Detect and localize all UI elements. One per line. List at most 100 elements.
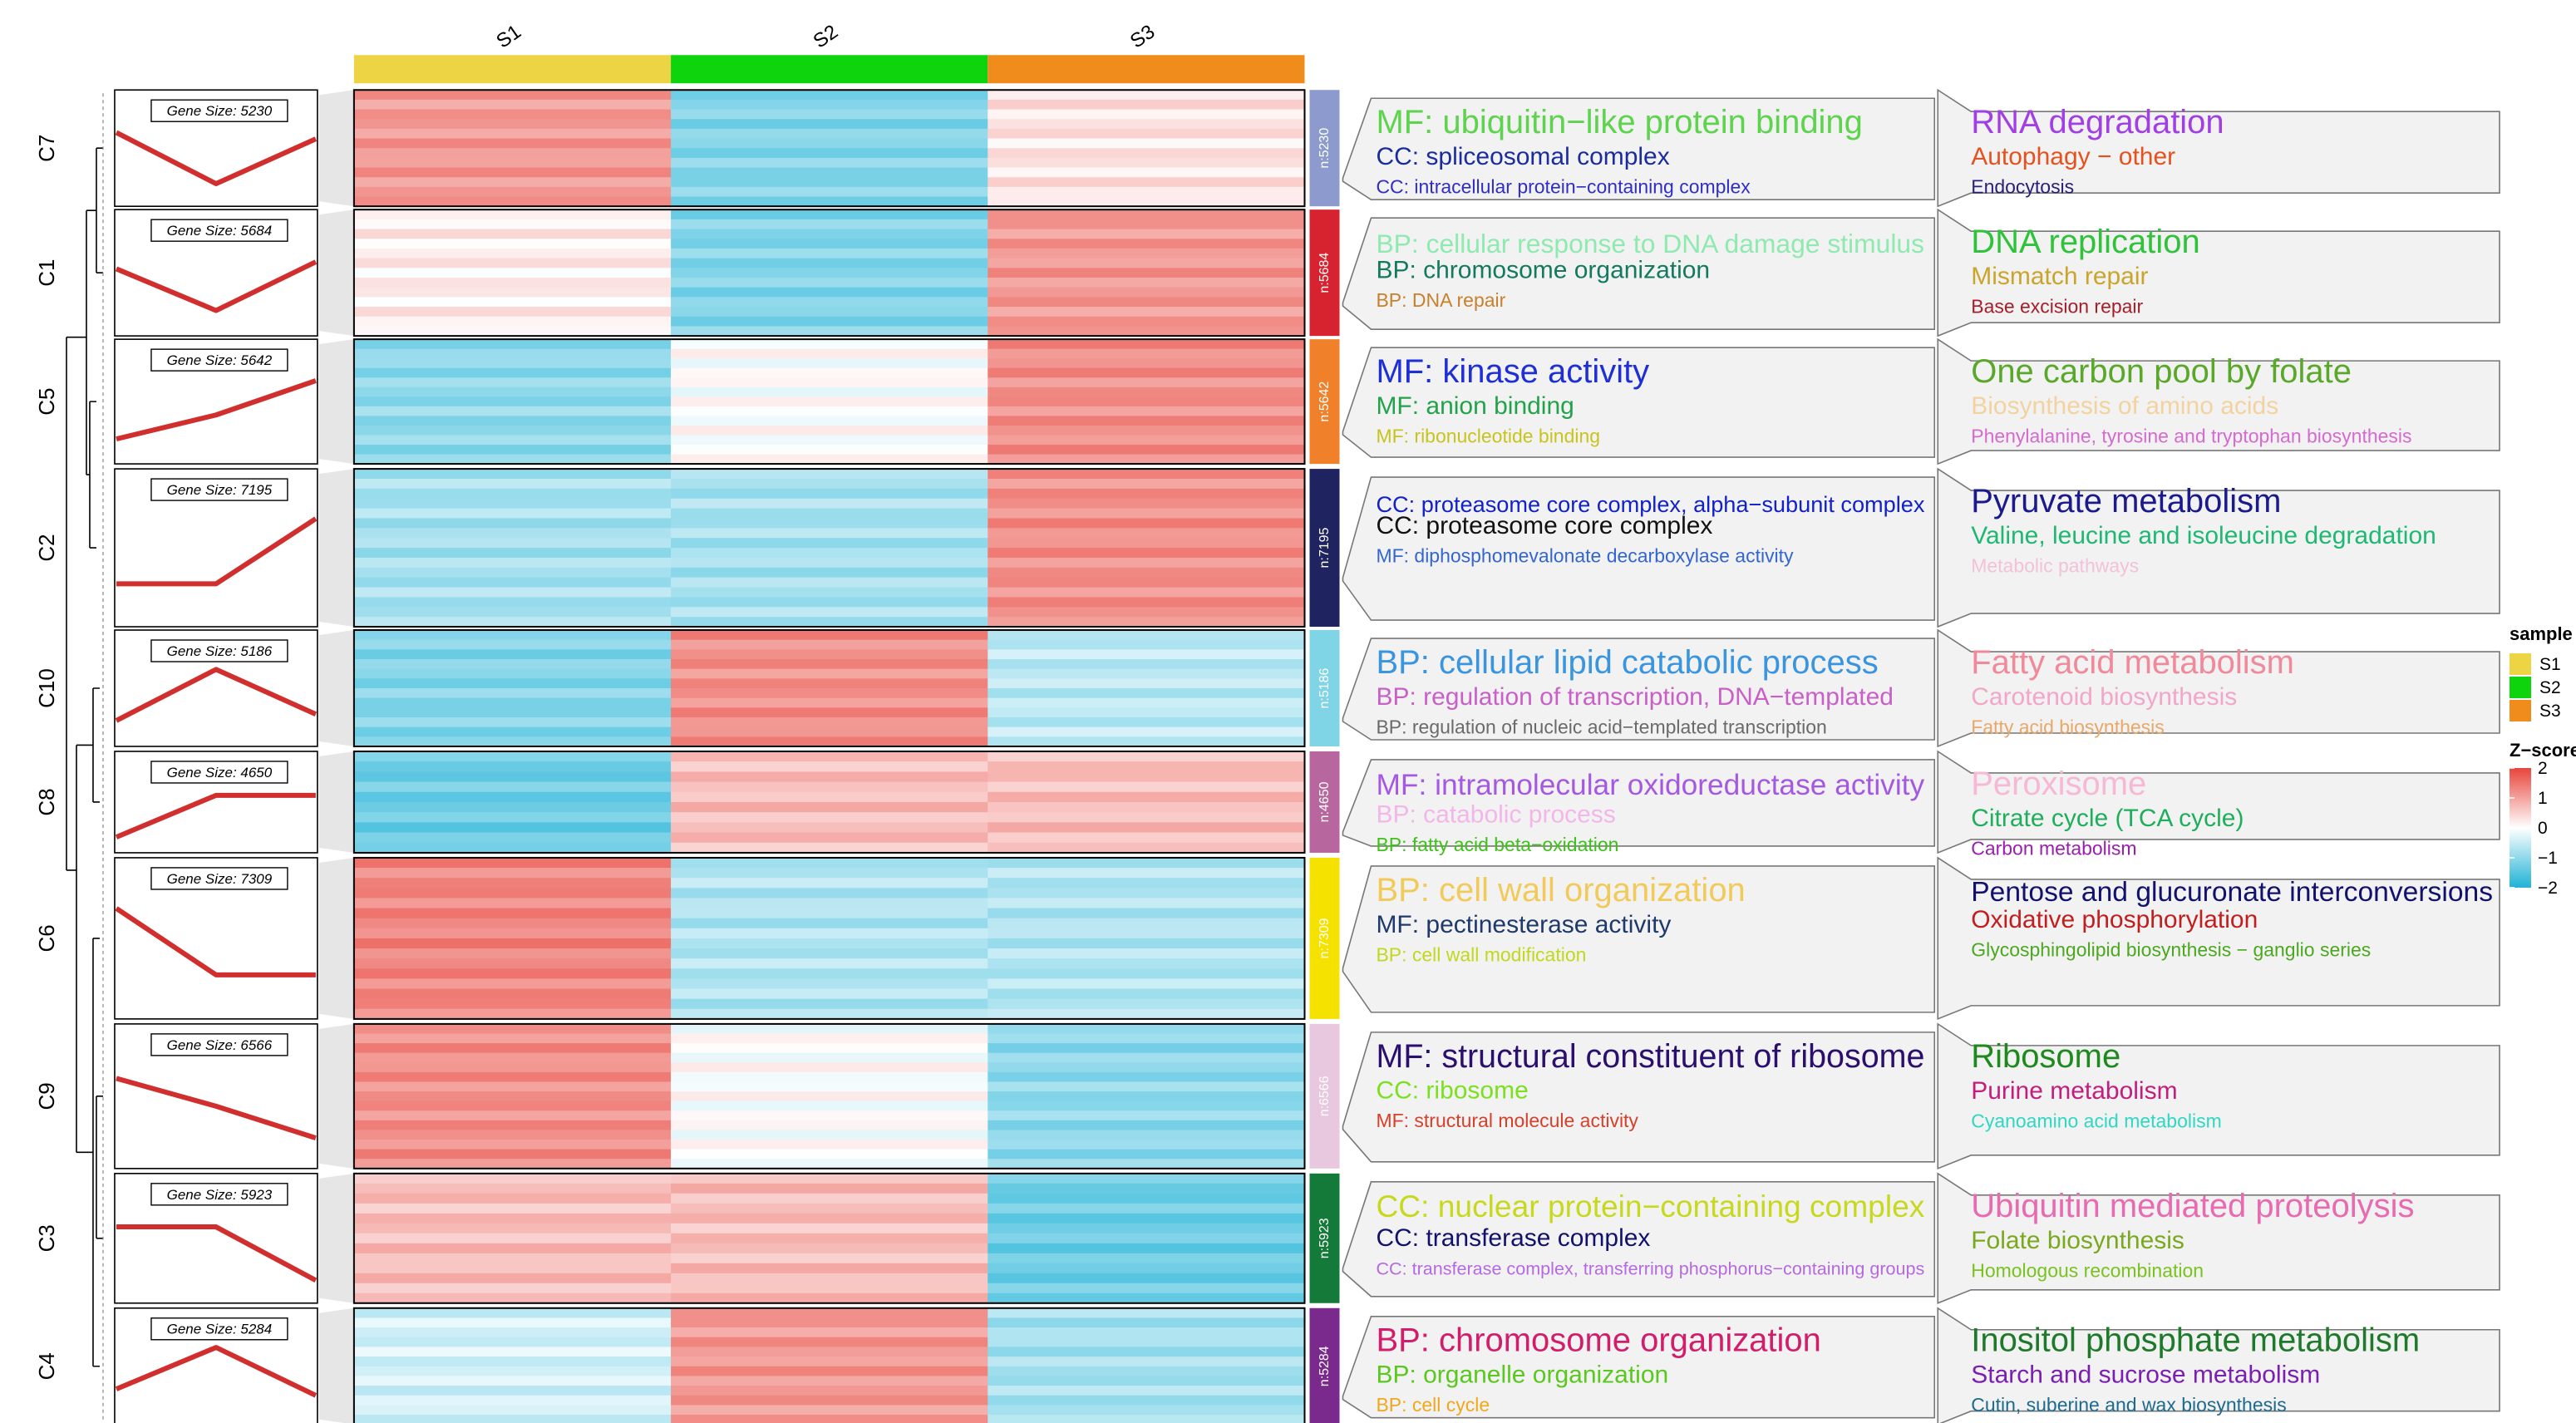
heatmap-cell-C7-S2	[671, 167, 989, 179]
gene-size-box-C3	[150, 1183, 288, 1206]
heatmap-cell-C7-S3	[988, 157, 1306, 169]
heatmap-cell-C7-S1	[353, 196, 672, 208]
profile-line-C4	[115, 1345, 318, 1398]
heatmap-cell-C5-S3	[988, 406, 1306, 417]
gene-size-label-C7: Gene Size: 5230	[167, 103, 273, 119]
go-term-box-C5	[1342, 347, 1936, 458]
go-term-C2-2: CC: proteasome core complex	[1376, 512, 1712, 539]
kegg-term-C6-3: Glycosphingolipid biosynthesis − ganglio…	[1971, 938, 2371, 960]
heatmap-cell-C6-S3	[988, 978, 1306, 990]
heatmap-cell-C9-S2	[671, 1130, 989, 1141]
heatmap-cell-C8-S2	[671, 791, 989, 803]
kegg-term-C8-1: Peroxisome	[1971, 766, 2146, 802]
heatmap-cell-C2-S1	[353, 548, 672, 559]
heatmap-cell-C8-S2	[671, 832, 989, 844]
kegg-term-C9-1: Ribosome	[1971, 1038, 2120, 1075]
heatmap-cell-C3-S3	[988, 1273, 1306, 1284]
kegg-term-C6-2: Oxidative phosphorylation	[1971, 906, 2258, 933]
connector-C2	[318, 469, 354, 628]
kegg-term-box-C8	[1937, 750, 2500, 854]
heatmap-cell-C7-S2	[671, 186, 989, 198]
heatmap-cell-C3-S3	[988, 1183, 1306, 1194]
heatmap-cell-C6-S3	[988, 908, 1306, 919]
heatmap-block-C4	[352, 1307, 1306, 1423]
heatmap-cell-C6-S2	[671, 898, 989, 909]
heatmap-cell-C2-S3	[988, 597, 1306, 608]
heatmap-cell-C5-S3	[988, 435, 1306, 446]
heatmap-cell-C3-S3	[988, 1213, 1306, 1224]
heatmap-cell-C10-S3	[988, 736, 1306, 747]
heatmap-cell-C9-S2	[671, 1140, 989, 1150]
heatmap-cell-C4-S1	[353, 1386, 672, 1396]
heatmap-cell-C9-S2	[671, 1159, 989, 1169]
cluster-color-bar-C7	[1309, 90, 1340, 207]
cluster-label-C9: C9	[34, 1082, 59, 1110]
heatmap-cell-C10-S1	[353, 736, 672, 747]
heatmap-cell-C5-S1	[353, 406, 672, 417]
go-term-box-C1	[1342, 217, 1936, 330]
heatmap-cell-C3-S1	[353, 1293, 672, 1304]
heatmap-cell-C8-S2	[671, 822, 989, 834]
kegg-term-C4-3: Cutin, suberine and wax biosynthesis	[1971, 1394, 2286, 1416]
heatmap-cell-C8-S3	[988, 761, 1306, 773]
profile-line-C5	[116, 378, 317, 442]
heatmap-cell-C2-S1	[353, 469, 672, 480]
connector-C7	[318, 90, 354, 207]
heatmap-cell-C2-S3	[988, 498, 1306, 510]
heatmap-cell-C3-S1	[353, 1203, 672, 1214]
heatmap-cell-C8-S2	[671, 812, 989, 824]
cluster-label-C2: C2	[34, 534, 59, 561]
heatmap-cell-C2-S1	[353, 577, 672, 588]
kegg-term-C8-2: Citrate cycle (TCA cycle)	[1971, 805, 2244, 832]
heatmap-cell-C2-S3	[988, 548, 1306, 559]
heatmap-cell-C6-S1	[353, 878, 672, 889]
legend-swatch-S3	[2510, 700, 2532, 721]
heatmap-cell-C5-S1	[353, 358, 672, 369]
heatmap-cell-C10-S1	[353, 688, 672, 699]
heatmap-cell-C9-S1	[353, 1033, 672, 1045]
heatmap-cell-C3-S1	[353, 1173, 672, 1184]
heatmap-cell-C5-S3	[988, 377, 1306, 388]
heatmap-cell-C7-S1	[353, 186, 672, 198]
heatmap-cell-C7-S1	[353, 167, 672, 179]
heatmap-cell-C5-S1	[353, 425, 672, 436]
heatmap-cell-C10-S2	[671, 630, 989, 641]
cluster-count-C1: n:5684	[1318, 253, 1332, 293]
heatmap-cell-C10-S3	[988, 697, 1306, 709]
heatmap-cell-C1-S3	[988, 316, 1306, 327]
heatmap-cell-C6-S2	[671, 878, 989, 889]
heatmap-cell-C10-S1	[353, 678, 672, 690]
heatmap-cell-C10-S3	[988, 630, 1306, 641]
profile-line-C2	[116, 516, 318, 587]
heatmap-cell-C10-S3	[988, 688, 1306, 699]
heatmap-cell-C3-S3	[988, 1243, 1306, 1254]
heatmap-cell-C8-S1	[353, 801, 672, 814]
heatmap-cell-C6-S1	[353, 898, 672, 909]
heatmap-cell-C2-S2	[671, 607, 989, 618]
heatmap-cell-C7-S1	[353, 128, 672, 140]
heatmap-cell-C5-S2	[671, 396, 989, 407]
go-term-C3-3: CC: transferase complex, transferring ph…	[1376, 1258, 1924, 1279]
heatmap-cell-C4-S2	[671, 1376, 989, 1387]
gene-size-box-C9	[150, 1033, 288, 1056]
gene-size-box-C10	[150, 639, 288, 662]
heatmap-cell-C4-S3	[988, 1366, 1306, 1377]
heatmap-cell-C7-S3	[988, 196, 1306, 208]
heatmap-cell-C4-S3	[988, 1337, 1306, 1348]
heatmap-cell-C3-S2	[671, 1183, 989, 1194]
kegg-term-C9-3: Cyanoamino acid metabolism	[1971, 1110, 2221, 1131]
dendrogram-branch	[89, 401, 96, 549]
cluster-color-bar-C9	[1309, 1023, 1340, 1169]
heatmap-cell-C7-S2	[671, 109, 989, 121]
heatmap-cell-C10-S1	[353, 639, 672, 651]
heatmap-cell-C10-S1	[353, 659, 672, 670]
heatmap-cell-C1-S1	[353, 219, 672, 230]
cluster-label-C1: C1	[34, 259, 59, 287]
connector-C8	[318, 751, 354, 853]
go-term-box-C7	[1342, 97, 1936, 200]
heatmap-cell-C2-S1	[353, 617, 672, 628]
kegg-term-box-C1	[1937, 208, 2500, 337]
kegg-term-C10-2: Carotenoid biosynthesis	[1971, 683, 2237, 711]
go-term-box-C3	[1342, 1181, 1936, 1297]
heatmap-cell-C4-S2	[671, 1405, 989, 1416]
